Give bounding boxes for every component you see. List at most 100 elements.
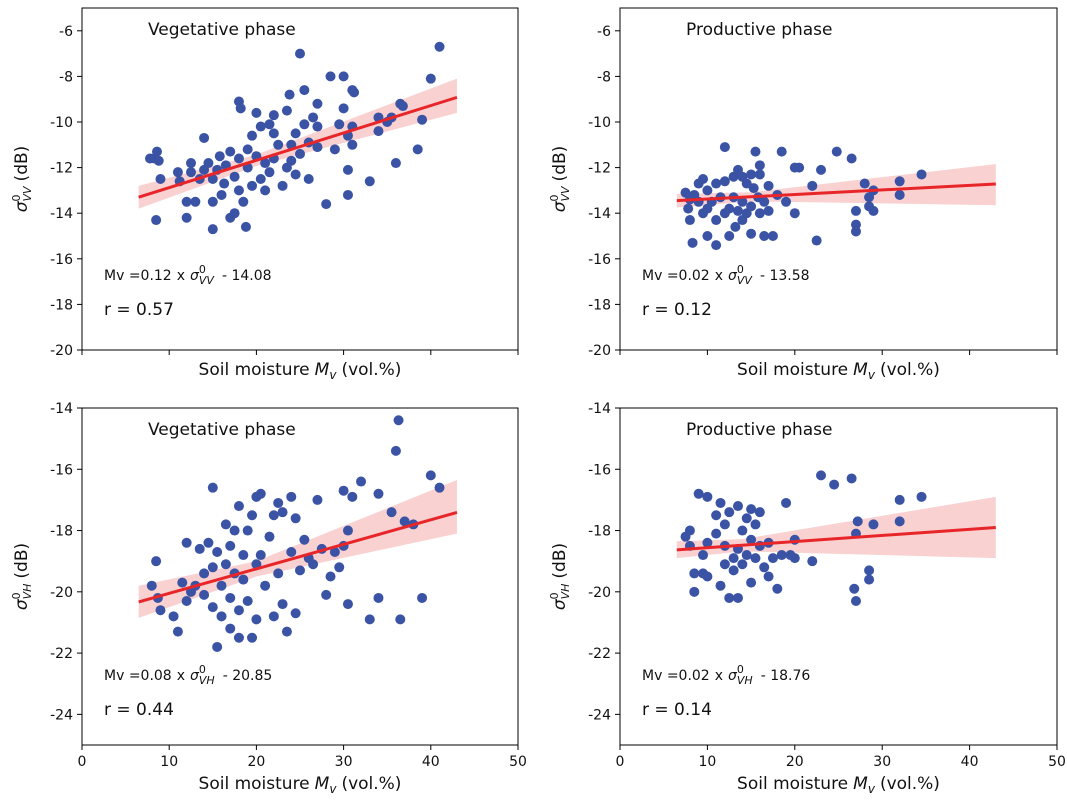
y-tick-label: -12: [50, 161, 73, 177]
eq-sup: 0: [199, 663, 206, 676]
label-sub: VV: [21, 185, 34, 202]
data-point: [730, 221, 741, 232]
data-point: [225, 146, 236, 157]
data-point: [207, 224, 218, 235]
data-point: [238, 550, 249, 561]
eq-symbol: σ: [728, 268, 738, 284]
panel: -24 -22 -20 -18 -16 -14 0 10 20 30 40 50 Soil moistu…: [10, 401, 527, 796]
data-point: [207, 602, 218, 613]
data-point: [242, 525, 253, 536]
x-tick-label: 40: [422, 754, 440, 770]
x-tick-label: 40: [961, 754, 979, 770]
panel: -20 -18 -16 -14 -12 -10 -8 -6 Soil moisture Mv (vo…: [548, 7, 1058, 382]
data-point: [864, 565, 875, 576]
label-sub: v: [868, 782, 876, 796]
data-point: [412, 144, 423, 155]
data-point: [754, 169, 765, 180]
x-tick-label: 0: [78, 754, 87, 770]
data-point: [807, 180, 818, 191]
x-axis-label: Soil moisture Mv (vol.%): [737, 774, 940, 796]
data-point: [194, 543, 205, 554]
label-sub: VH: [559, 584, 572, 600]
data-point: [277, 599, 288, 610]
y-axis-label: σ0VH (dB): [10, 543, 34, 610]
data-point: [273, 497, 284, 508]
eq-times: x: [177, 268, 185, 284]
data-point: [247, 510, 258, 521]
data-point: [277, 180, 288, 191]
data-point: [290, 169, 301, 180]
data-point: [831, 146, 842, 157]
label-sub: VH: [21, 584, 34, 600]
x-tick-label: 50: [1048, 754, 1066, 770]
data-point: [789, 208, 800, 219]
data-point: [303, 174, 314, 184]
equation: Mv =0.08 x σ0 VH - 20.85: [104, 663, 272, 687]
eq-intercept: - 18.76: [761, 668, 811, 684]
data-point: [145, 153, 156, 164]
label-unit: (dB): [12, 543, 32, 579]
data-point: [181, 596, 192, 607]
y-tick-label: -18: [50, 524, 73, 540]
label-unit: (vol.%): [880, 360, 940, 380]
data-point: [746, 201, 757, 212]
data-point: [290, 128, 301, 139]
data-point: [767, 553, 778, 564]
data-point: [247, 180, 258, 191]
data-point: [190, 196, 201, 207]
label-text: Soil moisture: [737, 774, 848, 794]
data-point: [220, 559, 231, 570]
data-point: [225, 623, 236, 634]
data-point: [177, 577, 188, 588]
data-point: [295, 48, 305, 59]
fit-line: [676, 525, 996, 552]
data-point: [321, 199, 332, 210]
data-point: [746, 169, 757, 180]
data-point: [732, 501, 743, 512]
x-tick-label: 0: [616, 754, 625, 770]
data-point: [172, 626, 183, 637]
label-unit: (vol.%): [880, 774, 940, 794]
y-tick-label: -18: [588, 524, 611, 540]
data-point: [767, 231, 778, 241]
data-point: [916, 169, 927, 180]
data-point: [214, 151, 225, 162]
data-point: [242, 144, 253, 155]
data-point: [746, 534, 757, 545]
y-tick-label: -22: [50, 646, 73, 662]
data-point: [312, 142, 323, 153]
data-point: [251, 614, 262, 625]
data-point: [329, 546, 340, 557]
data-point: [850, 226, 861, 237]
data-point: [852, 516, 863, 527]
panel-title: Productive phase: [686, 20, 833, 40]
y-tick-label: -16: [588, 252, 611, 268]
data-point: [737, 525, 748, 536]
label-sub: VV: [559, 185, 572, 202]
data-point: [807, 556, 818, 567]
label-text: Soil moisture: [737, 360, 848, 380]
data-point: [338, 485, 349, 496]
data-point: [225, 540, 236, 551]
label-unit: (vol.%): [341, 360, 401, 380]
data-point: [203, 158, 214, 169]
label-sub: v: [329, 368, 337, 382]
eq-slope: 0.08: [141, 668, 172, 684]
y-tick-label: -20: [50, 343, 73, 359]
data-point: [312, 494, 323, 505]
label-symbol: M: [853, 774, 868, 794]
data-point: [268, 611, 279, 622]
data-point: [894, 516, 905, 527]
data-point: [347, 491, 358, 502]
data-point: [894, 189, 905, 200]
data-point: [199, 589, 210, 600]
data-point: [242, 596, 253, 607]
data-point: [850, 596, 861, 607]
eq-times: x: [715, 268, 723, 284]
data-point: [763, 205, 774, 216]
y-tick-label: -20: [50, 585, 73, 601]
data-point: [255, 488, 266, 499]
data-point: [207, 196, 218, 207]
eq-slope: 0.12: [141, 268, 172, 284]
r-value: r = 0.12: [642, 300, 712, 320]
